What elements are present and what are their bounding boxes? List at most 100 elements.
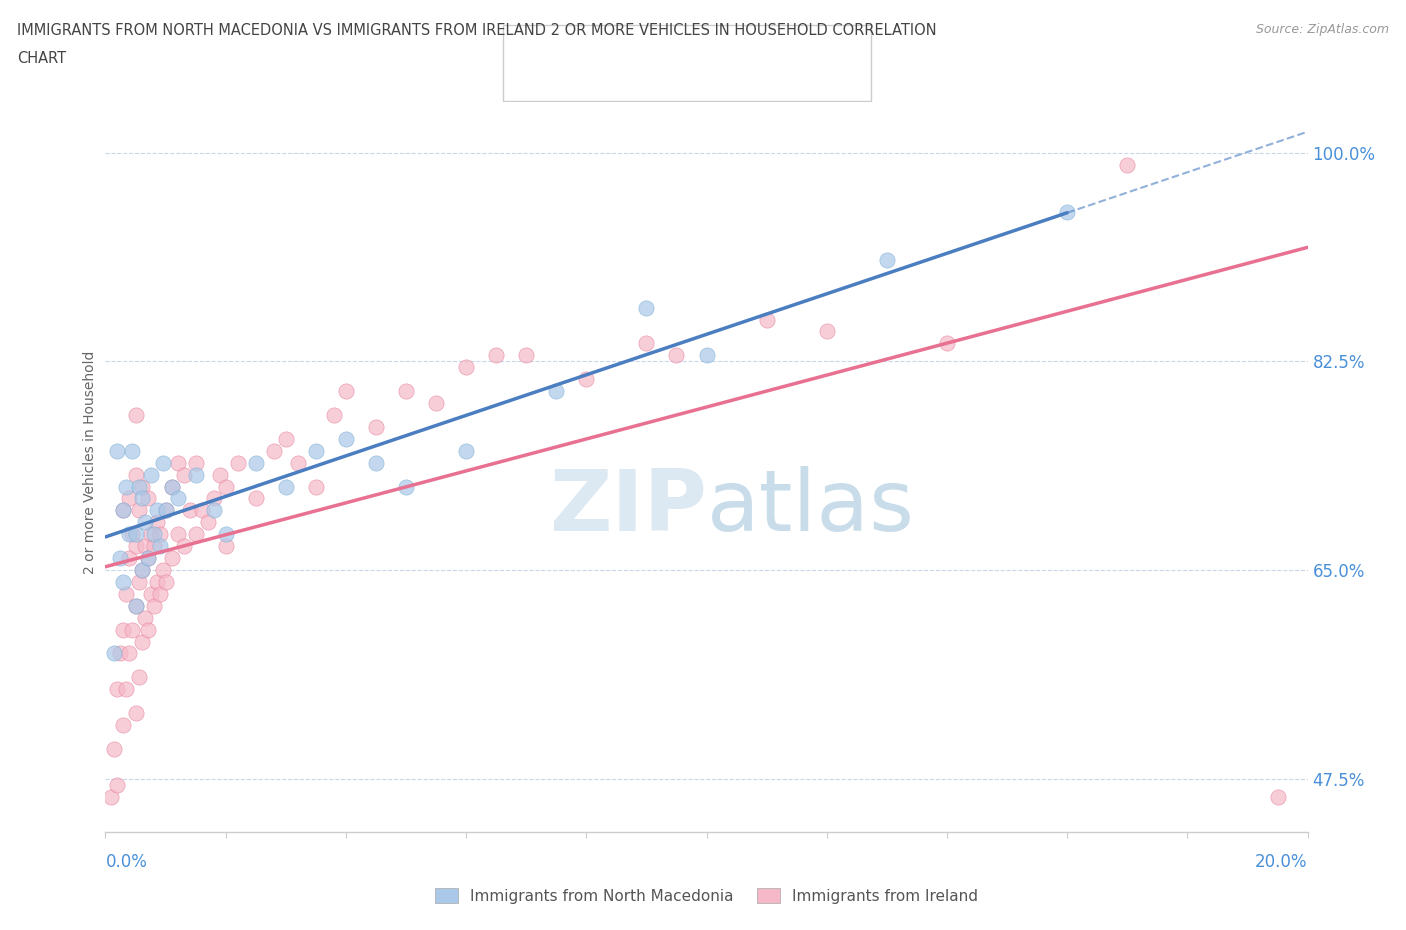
FancyBboxPatch shape [503,25,872,100]
Point [160,479,183,494]
Text: N = 38: N = 38 [734,36,801,54]
Point [485,348,508,363]
Point [121,444,143,458]
FancyBboxPatch shape [515,33,560,58]
Point [166,491,188,506]
Point [245,456,267,471]
Point [665,348,688,363]
Text: R = 0.575: R = 0.575 [575,72,673,90]
Point [425,395,447,410]
Point [214,479,236,494]
Point [152,456,174,471]
Point [155,575,177,590]
Point [546,384,568,399]
Point [395,384,418,399]
Point [456,360,478,375]
Point [364,419,387,434]
Point [103,741,125,756]
Point [197,515,219,530]
Point [226,456,249,471]
Point [214,538,236,553]
Point [145,503,167,518]
Point [115,587,138,602]
Point [112,622,135,637]
Point [173,467,195,482]
Point [124,538,146,553]
Point [456,444,478,458]
Point [124,598,146,613]
Point [112,575,135,590]
Point [112,718,135,733]
Point [131,563,153,578]
Text: N = 79: N = 79 [734,72,801,90]
Point [136,551,159,565]
Point [110,551,132,565]
Point [155,503,177,518]
Point [110,646,132,661]
Point [139,526,162,541]
Point [274,479,297,494]
Point [124,706,146,721]
Point [145,515,167,530]
Point [134,610,156,625]
Point [160,551,183,565]
Point [131,479,153,494]
Point [184,526,207,541]
Point [103,646,125,661]
Point [134,538,156,553]
Point [142,538,165,553]
Point [148,526,170,541]
Point [115,682,138,697]
Point [139,587,162,602]
Point [128,479,150,494]
Point [100,790,122,804]
FancyBboxPatch shape [515,69,560,93]
Point [395,479,418,494]
Point [136,622,159,637]
Point [1116,157,1139,172]
Point [208,467,231,482]
Point [124,526,146,541]
Point [214,526,236,541]
Point [152,563,174,578]
Point [335,432,357,446]
Point [305,479,328,494]
Point [148,587,170,602]
Point [322,407,344,422]
Point [179,503,201,518]
Point [575,372,598,387]
Point [131,491,153,506]
Point [112,503,135,518]
Point [274,432,297,446]
Point [115,479,138,494]
Point [139,467,162,482]
Point [305,444,328,458]
Point [515,348,537,363]
Point [128,670,150,684]
Point [364,456,387,471]
Point [118,491,141,506]
Point [148,538,170,553]
Point [118,551,141,565]
Point [131,563,153,578]
Point [136,551,159,565]
Text: atlas: atlas [707,466,914,549]
Point [287,456,309,471]
Point [876,253,898,268]
Point [124,598,146,613]
Point [128,503,150,518]
Point [128,575,150,590]
Point [815,324,838,339]
Point [107,444,129,458]
Text: 0.0%: 0.0% [105,853,148,870]
Point [142,526,165,541]
Point [936,336,959,351]
Point [166,526,188,541]
Point [190,503,212,518]
Point [124,407,146,422]
Point [335,384,357,399]
Point [184,456,207,471]
Text: R = 0.594: R = 0.594 [575,36,673,54]
Text: ZIP: ZIP [548,466,707,549]
Point [145,575,167,590]
